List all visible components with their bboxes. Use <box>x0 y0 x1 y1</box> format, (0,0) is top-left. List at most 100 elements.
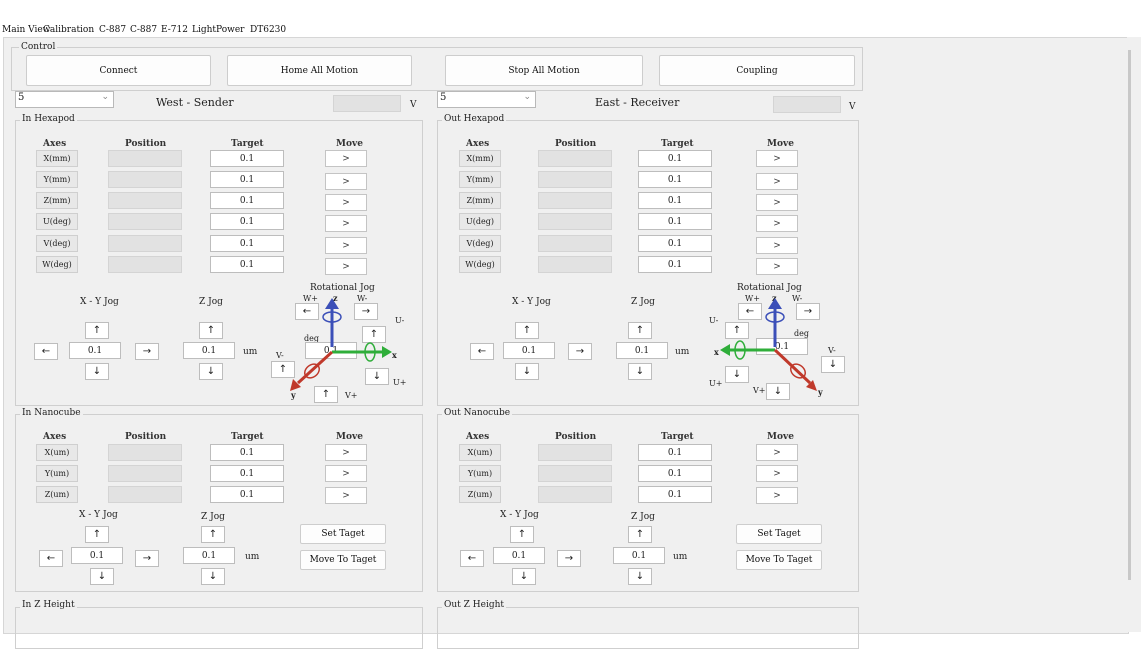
west-channel-select[interactable]: 5 ⌄ <box>15 91 114 108</box>
west-axis-z-button[interactable]: Z(mm) <box>36 192 78 209</box>
east-axis-v-button[interactable]: V(deg) <box>459 235 501 252</box>
west-nano-target-x[interactable]: 0.1 <box>210 444 284 461</box>
west-nano-move-z-button[interactable]: > <box>325 487 367 504</box>
east-nano-target-y[interactable]: 0.1 <box>638 465 712 482</box>
east-axis-x-button[interactable]: X(mm) <box>459 150 501 167</box>
east-v-plus-button[interactable]: ↓ <box>766 383 790 400</box>
east-move-to-target-button[interactable]: Move To Taget <box>736 550 822 570</box>
west-target-z[interactable]: 0.1 <box>210 192 284 209</box>
east-hex-xy-step-input[interactable]: 0.1 <box>503 342 555 359</box>
west-move-u-button[interactable]: > <box>325 215 367 232</box>
east-w-minus-button[interactable]: → <box>796 303 820 320</box>
east-v-minus-button[interactable]: ↓ <box>821 356 845 373</box>
west-v-minus-button[interactable]: ↑ <box>271 361 295 378</box>
east-move-u-button[interactable]: > <box>756 215 798 232</box>
stop-all-motion-button[interactable]: Stop All Motion <box>445 55 643 86</box>
east-u-plus-button[interactable]: ↓ <box>725 366 749 383</box>
east-axis-y-button[interactable]: Y(mm) <box>459 171 501 188</box>
east-nano-x-right-button[interactable]: → <box>557 550 581 567</box>
east-nano-z-step-input[interactable]: 0.1 <box>613 547 665 564</box>
west-axis-u-button[interactable]: U(deg) <box>36 213 78 230</box>
west-hex-y-up-button[interactable]: ↑ <box>85 322 109 339</box>
west-move-y-button[interactable]: > <box>325 173 367 190</box>
east-target-v[interactable]: 0.1 <box>638 235 712 252</box>
east-nano-axis-z-button[interactable]: Z(um) <box>459 486 501 503</box>
west-axis-y-button[interactable]: Y(mm) <box>36 171 78 188</box>
tab-c887-a[interactable]: C-887 <box>99 25 127 35</box>
west-v-plus-button[interactable]: ↑ <box>314 386 338 403</box>
west-nano-x-left-button[interactable]: ← <box>39 550 63 567</box>
west-hex-z-down-button[interactable]: ↓ <box>199 363 223 380</box>
west-hex-y-down-button[interactable]: ↓ <box>85 363 109 380</box>
west-hex-z-up-button[interactable]: ↑ <box>199 322 223 339</box>
east-nano-target-z[interactable]: 0.1 <box>638 486 712 503</box>
east-axis-u-button[interactable]: U(deg) <box>459 213 501 230</box>
west-nano-target-z[interactable]: 0.1 <box>210 486 284 503</box>
east-hex-z-step-input[interactable]: 0.1 <box>616 342 668 359</box>
tab-main-view[interactable]: Main View <box>2 25 51 35</box>
west-nano-target-y[interactable]: 0.1 <box>210 465 284 482</box>
east-move-z-button[interactable]: > <box>756 194 798 211</box>
west-nano-z-down-button[interactable]: ↓ <box>201 568 225 585</box>
west-w-plus-button[interactable]: ← <box>295 303 319 320</box>
west-target-v[interactable]: 0.1 <box>210 235 284 252</box>
west-hex-xy-step-input[interactable]: 0.1 <box>69 342 121 359</box>
west-u-minus-button[interactable]: ↑ <box>362 326 386 343</box>
east-nano-y-up-button[interactable]: ↑ <box>510 526 534 543</box>
west-nano-axis-y-button[interactable]: Y(um) <box>36 465 78 482</box>
scrollbar-thumb[interactable] <box>1128 50 1131 580</box>
west-hex-x-left-button[interactable]: ← <box>34 343 58 360</box>
east-nano-target-x[interactable]: 0.1 <box>638 444 712 461</box>
east-move-w-button[interactable]: > <box>756 258 798 275</box>
west-nano-y-down-button[interactable]: ↓ <box>90 568 114 585</box>
west-nano-axis-z-button[interactable]: Z(um) <box>36 486 78 503</box>
east-nano-move-y-button[interactable]: > <box>756 465 798 482</box>
tab-dt6230[interactable]: DT6230 <box>250 25 287 35</box>
west-move-z-button[interactable]: > <box>325 194 367 211</box>
east-nano-y-down-button[interactable]: ↓ <box>512 568 536 585</box>
east-nano-z-down-button[interactable]: ↓ <box>628 568 652 585</box>
west-target-w[interactable]: 0.1 <box>210 256 284 273</box>
east-hex-z-down-button[interactable]: ↓ <box>628 363 652 380</box>
connect-button[interactable]: Connect <box>26 55 211 86</box>
west-axis-x-button[interactable]: X(mm) <box>36 150 78 167</box>
coupling-button[interactable]: Coupling <box>659 55 855 86</box>
east-nano-axis-y-button[interactable]: Y(um) <box>459 465 501 482</box>
east-hex-z-up-button[interactable]: ↑ <box>628 322 652 339</box>
east-nano-x-left-button[interactable]: ← <box>460 550 484 567</box>
east-target-y[interactable]: 0.1 <box>638 171 712 188</box>
east-axis-w-button[interactable]: W(deg) <box>459 256 501 273</box>
east-hex-y-up-button[interactable]: ↑ <box>515 322 539 339</box>
east-channel-select[interactable]: 5 ⌄ <box>437 91 536 108</box>
west-nano-y-up-button[interactable]: ↑ <box>85 526 109 543</box>
home-all-motion-button[interactable]: Home All Motion <box>227 55 412 86</box>
west-axis-v-button[interactable]: V(deg) <box>36 235 78 252</box>
west-w-minus-button[interactable]: → <box>354 303 378 320</box>
tab-calibration[interactable]: Calibration <box>43 25 95 35</box>
east-nano-move-x-button[interactable]: > <box>756 444 798 461</box>
west-u-plus-button[interactable]: ↓ <box>365 368 389 385</box>
west-hex-z-step-input[interactable]: 0.1 <box>183 342 235 359</box>
west-nano-move-y-button[interactable]: > <box>325 465 367 482</box>
west-nano-x-right-button[interactable]: → <box>135 550 159 567</box>
east-move-x-button[interactable]: > <box>756 150 798 167</box>
east-u-minus-button[interactable]: ↑ <box>725 322 749 339</box>
east-move-y-button[interactable]: > <box>756 173 798 190</box>
west-axis-w-button[interactable]: W(deg) <box>36 256 78 273</box>
west-target-y[interactable]: 0.1 <box>210 171 284 188</box>
east-set-target-button[interactable]: Set Taget <box>736 524 822 544</box>
west-move-w-button[interactable]: > <box>325 258 367 275</box>
east-w-plus-button[interactable]: ← <box>738 303 762 320</box>
west-move-x-button[interactable]: > <box>325 150 367 167</box>
east-nano-move-z-button[interactable]: > <box>756 487 798 504</box>
east-nano-z-up-button[interactable]: ↑ <box>628 526 652 543</box>
east-nano-xy-step-input[interactable]: 0.1 <box>493 547 545 564</box>
east-axis-z-button[interactable]: Z(mm) <box>459 192 501 209</box>
tab-lightpower[interactable]: LightPower <box>192 25 245 35</box>
east-hex-y-down-button[interactable]: ↓ <box>515 363 539 380</box>
west-move-to-target-button[interactable]: Move To Taget <box>300 550 386 570</box>
west-nano-z-step-input[interactable]: 0.1 <box>183 547 235 564</box>
west-nano-z-up-button[interactable]: ↑ <box>201 526 225 543</box>
west-move-v-button[interactable]: > <box>325 237 367 254</box>
tab-c887-b[interactable]: C-887 <box>130 25 158 35</box>
